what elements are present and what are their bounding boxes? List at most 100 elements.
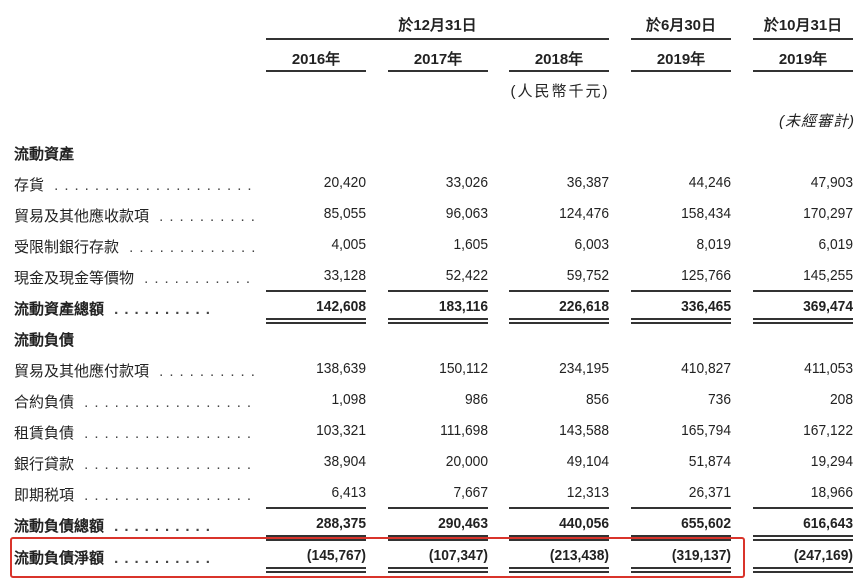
row-label: 流動負債總額 .......... <box>14 515 216 536</box>
row-label: 銀行貸款 ................. <box>14 453 257 474</box>
header-rule <box>631 70 731 72</box>
total-double-rule <box>266 567 366 573</box>
leader-dots: ................. <box>74 456 258 473</box>
highlight-box <box>10 537 745 578</box>
cell-value: 167,122 <box>803 422 853 439</box>
total-double-rule <box>266 535 366 541</box>
header-rule <box>753 38 853 40</box>
cell-value: 6,413 <box>331 484 366 501</box>
header-group-dec31: 於12月31日 <box>398 17 477 34</box>
cell-value: 8,019 <box>696 236 731 253</box>
cell-value: 986 <box>464 391 488 408</box>
cell-value: 165,794 <box>681 422 731 439</box>
cell-value: 226,618 <box>559 298 609 315</box>
header-rule <box>509 70 609 72</box>
cell-value: 51,874 <box>688 453 731 470</box>
header-group-oct31: 於10月31日 <box>763 17 843 34</box>
cell-value: 44,246 <box>688 174 731 191</box>
row-label: 合約負債 ................. <box>14 391 257 412</box>
subtotal-rule <box>388 290 488 292</box>
total-double-rule <box>753 567 853 573</box>
row-label-text: 貿易及其他應收款項 <box>14 208 150 225</box>
total-double-rule <box>631 567 731 573</box>
cell-value: 4,005 <box>331 236 366 253</box>
row-label: 現金及現金等價物 ........... <box>14 267 256 288</box>
total-double-rule <box>753 318 853 324</box>
column-year-header: 2019年 <box>778 51 828 68</box>
header-rule <box>388 70 488 72</box>
leader-dots: .......... <box>104 518 216 535</box>
subtotal-rule <box>753 290 853 292</box>
cell-value: 18,966 <box>810 484 853 501</box>
leader-dots: .......... <box>149 208 261 225</box>
cell-value: 26,371 <box>688 484 731 501</box>
total-double-rule <box>509 535 609 541</box>
subtotal-rule <box>509 507 609 509</box>
header-rule <box>631 38 731 40</box>
cell-value: 20,420 <box>323 174 366 191</box>
row-label: 流動負債淨額 .......... <box>14 547 216 568</box>
cell-value: 33,128 <box>323 267 366 284</box>
leader-dots: .......... <box>104 301 216 318</box>
row-label-text: 合約負債 <box>14 394 75 411</box>
cell-value: 655,602 <box>681 515 731 532</box>
cell-value: 52,422 <box>445 267 488 284</box>
cell-value: (319,137) <box>671 547 731 564</box>
cell-value: 125,766 <box>681 267 731 284</box>
subtotal-rule <box>631 290 731 292</box>
cell-value: 38,904 <box>323 453 366 470</box>
row-label: 流動資產總額 .......... <box>14 298 216 319</box>
leader-dots: ................. <box>74 487 258 504</box>
unaudited-label: (未經審計) <box>779 113 855 130</box>
row-label-text: 受限制銀行存款 <box>14 239 120 256</box>
cell-value: 150,112 <box>439 360 488 377</box>
cell-value: 170,297 <box>803 205 853 222</box>
cell-value: 59,752 <box>566 267 609 284</box>
row-label-text: 租賃負債 <box>14 425 75 442</box>
row-label-text: 流動資產總額 <box>14 301 105 318</box>
cell-value: 85,055 <box>323 205 366 222</box>
total-double-rule <box>509 318 609 324</box>
row-label-text: 即期税項 <box>14 487 75 504</box>
total-double-rule <box>631 318 731 324</box>
row-label: 即期税項 ................. <box>14 484 257 505</box>
unit-label: (人民幣千元) <box>510 83 610 100</box>
cell-value: 111,698 <box>440 422 488 439</box>
cell-value: 143,588 <box>559 422 609 439</box>
total-double-rule <box>388 535 488 541</box>
row-label-text: 流動負債淨額 <box>14 550 105 567</box>
total-double-rule <box>509 567 609 573</box>
cell-value: 36,387 <box>566 174 609 191</box>
cell-value: 7,667 <box>453 484 488 501</box>
cell-value: 208 <box>829 391 853 408</box>
cell-value: (107,347) <box>428 547 488 564</box>
cell-value: 158,434 <box>681 205 731 222</box>
cell-value: 19,294 <box>810 453 853 470</box>
subtotal-rule <box>509 290 609 292</box>
column-year-header: 2017年 <box>413 51 463 68</box>
cell-value: 288,375 <box>316 515 366 532</box>
cell-value: 290,463 <box>438 515 488 532</box>
row-label: 租賃負債 ................. <box>14 422 257 443</box>
cell-value: 736 <box>707 391 731 408</box>
cell-value: 49,104 <box>566 453 609 470</box>
header-rule <box>266 38 609 40</box>
cell-value: 145,255 <box>803 267 853 284</box>
cell-value: 6,003 <box>574 236 609 253</box>
cell-value: 20,000 <box>445 453 488 470</box>
row-label: 貿易及其他應收款項 .......... <box>14 205 261 226</box>
cell-value: 369,474 <box>803 298 853 315</box>
cell-value: 103,321 <box>316 422 366 439</box>
total-double-rule <box>388 318 488 324</box>
section-title: 流動負債 <box>14 332 75 349</box>
leader-dots: .......... <box>104 550 216 567</box>
leader-dots: .................... <box>44 177 258 194</box>
row-label: 受限制銀行存款 ............. <box>14 236 261 257</box>
row-label-text: 存貨 <box>14 177 45 194</box>
cell-value: (247,169) <box>793 547 853 564</box>
column-year-header: 2019年 <box>656 51 706 68</box>
cell-value: 183,116 <box>438 298 488 315</box>
header-group-jun30: 於6月30日 <box>645 17 717 34</box>
cell-value: 410,827 <box>681 360 731 377</box>
subtotal-rule <box>753 507 853 509</box>
